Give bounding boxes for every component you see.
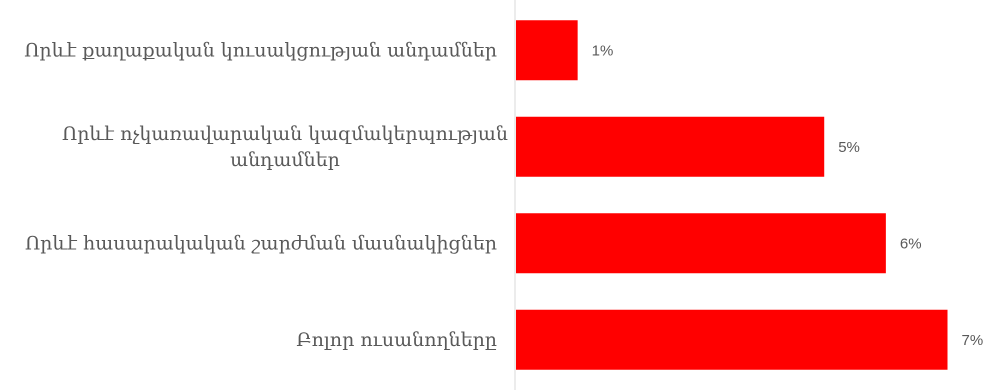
data-label-2: 5% <box>838 139 860 156</box>
category-label-line: Որևէ քաղաքական կուսակցության անդամներ <box>24 39 497 61</box>
data-label-1: 1% <box>592 42 614 59</box>
category-label-line: անդամներ <box>230 149 340 171</box>
bar-1 <box>516 20 578 81</box>
category-label-line: Որևէ ոչկառավարական կազմակերպության <box>62 123 508 145</box>
data-label-3: 6% <box>900 235 922 252</box>
category-label-1: Որևէ քաղաքական կուսակցության անդամներ <box>24 39 497 61</box>
data-label-4: 7% <box>962 332 984 349</box>
bar-3 <box>516 213 886 274</box>
data-labels-group: 1% 5% 6% 7% <box>592 42 984 349</box>
category-label-line: Բոլոր ուսանողները <box>296 329 497 351</box>
bar-4 <box>516 309 948 370</box>
bar-2 <box>516 116 825 177</box>
category-label-2: Որևէ ոչկառավարական կազմակերպության անդամն… <box>62 123 508 171</box>
category-label-line: Որևէ հասարակական շարժման մասնակիցներ <box>25 232 497 254</box>
category-label-3: Որևէ հասարակական շարժման մասնակիցներ <box>25 232 497 254</box>
category-label-4: Բոլոր ուսանողները <box>296 329 497 351</box>
bars-group <box>516 20 948 370</box>
category-labels-group: Որևէ քաղաքական կուսակցության անդամներ Որև… <box>24 39 508 351</box>
